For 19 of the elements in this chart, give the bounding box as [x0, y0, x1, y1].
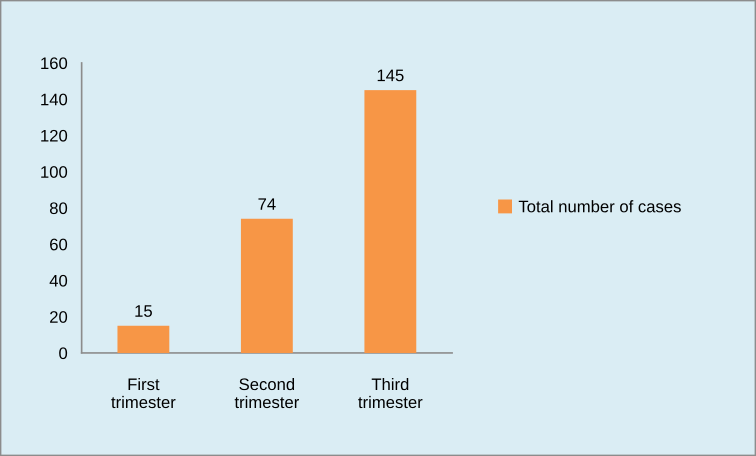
y-tick-label: 100 [41, 166, 68, 178]
x-tick-label: First trimester [111, 378, 176, 408]
data-label: 74 [258, 198, 276, 210]
bar [364, 90, 416, 353]
y-tick-label: 140 [41, 94, 68, 106]
y-tick-label: 80 [50, 202, 68, 214]
x-tick-label: Second trimester [234, 378, 300, 408]
bar [117, 326, 170, 353]
x-tick-label: Third trimester [358, 378, 422, 408]
y-tick-label: 20 [50, 311, 68, 323]
y-tick-label: 40 [50, 274, 68, 287]
legend-label: Total number of cases [518, 200, 681, 212]
bar [240, 218, 293, 353]
y-tick-label: 120 [41, 130, 68, 142]
y-tick-label: 0 [59, 347, 68, 360]
data-label: 145 [378, 70, 404, 82]
y-tick-label: 60 [50, 238, 68, 250]
y-tick-label: 160 [41, 57, 68, 70]
data-label: 15 [135, 305, 152, 317]
